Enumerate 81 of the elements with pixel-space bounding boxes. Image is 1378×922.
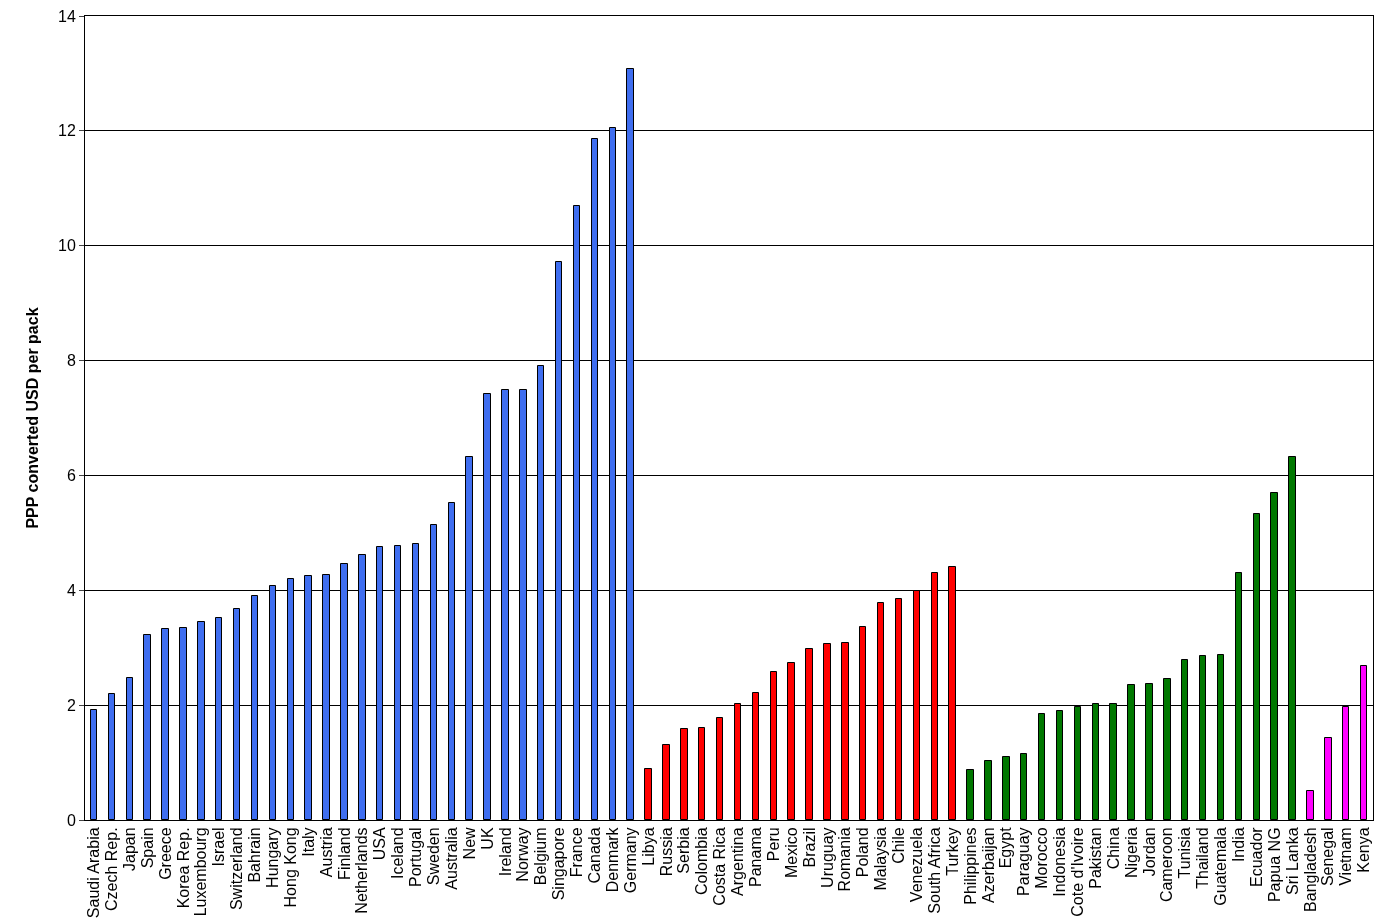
x-tick-label: Indonesia (1051, 827, 1069, 897)
x-tick-label: Paraguay (1015, 827, 1033, 896)
x-tick-label: Peru (764, 827, 782, 862)
x-tick-label: Austria (317, 827, 335, 878)
x-tick-label: Egypt (997, 826, 1015, 869)
x-tick-label: South Africa (925, 827, 943, 914)
x-tick-label: Sri Lanka (1283, 827, 1301, 895)
x-tick-label: Netherlands (353, 827, 371, 914)
x-tick-label: Australia (442, 827, 460, 890)
x-tick-label: Japan (120, 827, 138, 871)
x-tick-label: Senegal (1319, 827, 1337, 887)
x-tick-label: Hungary (264, 827, 282, 888)
x-tick-label: Saudi Arabia (85, 827, 103, 919)
x-tick-label: Brazil (800, 827, 818, 868)
x-tick-label: Turkey (943, 827, 961, 876)
x-tick-label: Tunisia (1176, 827, 1194, 879)
y-tick-label: 10 (58, 237, 76, 255)
x-tick-label: Greece (156, 827, 174, 880)
x-tick-label: Jordan (1140, 827, 1158, 877)
x-tick-label: Iceland (389, 827, 407, 879)
y-tick-label: 8 (66, 352, 76, 370)
x-tick-label: UK (478, 827, 496, 850)
x-tick-label: Italy (299, 827, 317, 857)
x-tick-label: Nigeria (1122, 827, 1140, 879)
x-tick-label: Poland (854, 827, 872, 878)
x-tick-label: Panama (747, 827, 765, 887)
x-tick-label: Bahrain (246, 827, 264, 883)
y-tick-label: 6 (66, 467, 76, 485)
x-tick-label: Bangladesh (1301, 827, 1319, 912)
y-tick-label: 4 (66, 581, 76, 599)
x-tick-label: Vietnam (1337, 827, 1355, 886)
x-tick-label: Portugal (407, 827, 425, 887)
y-axis-title: PPP converted USD per pack (23, 307, 41, 529)
x-tick-label: Singapore (550, 827, 568, 901)
x-tick-label: Azerbaijan (979, 827, 997, 904)
x-tick-label: Germany (621, 827, 639, 894)
y-tick-label: 2 (66, 696, 76, 714)
x-tick-label: Korea Rep. (174, 827, 192, 909)
x-tick-label: Guatemala (1212, 827, 1230, 906)
x-tick-label: Pakistan (1086, 827, 1104, 889)
x-tick-label: Thailand (1194, 827, 1212, 889)
x-tick-label: Canada (586, 827, 604, 884)
x-tick-label: France (568, 827, 586, 878)
x-tick-label: Denmark (603, 826, 621, 893)
x-tick-label: Libya (639, 827, 657, 866)
x-tick-label: Luxembourg (192, 827, 210, 917)
x-tick-label: Switzerland (228, 827, 246, 911)
x-tick-label: Mexico (782, 827, 800, 879)
x-tick-label: Ecuador (1247, 826, 1265, 887)
x-tick-label: Romania (836, 827, 854, 892)
x-tick-label: Norway (514, 827, 532, 882)
x-tick-label: Morocco (1033, 827, 1051, 889)
y-tick-label: 0 (66, 811, 76, 829)
x-tick-label: USA (371, 827, 389, 861)
x-tick-label: Philippines (961, 827, 979, 905)
x-tick-label: Spain (138, 827, 156, 869)
x-tick-label: New (460, 826, 478, 860)
x-tick-label: Papua NG (1265, 827, 1283, 903)
x-tick-label: China (1104, 827, 1122, 870)
x-tick-label: Czech Rep. (103, 827, 121, 911)
x-tick-label: Argentina (729, 827, 747, 896)
x-tick-label: Sweden (425, 827, 443, 886)
x-tick-label: Chile (890, 827, 908, 864)
x-tick-label: Costa Rica (711, 827, 729, 906)
x-tick-label: Belgium (532, 827, 550, 886)
x-tick-label: Ireland (496, 827, 514, 877)
x-tick-label: Israel (210, 827, 228, 867)
x-tick-label: Serbia (675, 827, 693, 874)
x-tick-label: India (1230, 827, 1248, 863)
x-tick-label: Finland (335, 827, 353, 880)
y-tick-label: 14 (58, 7, 76, 25)
x-tick-label: Venezuela (908, 827, 926, 903)
x-tick-label: Colombia (693, 827, 711, 895)
x-tick-label: Malaysia (872, 827, 890, 891)
x-tick-label: Uruguay (818, 827, 836, 888)
y-tick-label: 12 (58, 122, 76, 140)
x-tick-label: Cameroon (1158, 827, 1176, 903)
x-tick-label: Hong Kong (281, 827, 299, 908)
x-tick-label: Russia (657, 827, 675, 877)
x-tick-label: Cote d'Ivoire (1069, 827, 1087, 917)
x-tick-label: Kenya (1355, 827, 1373, 873)
